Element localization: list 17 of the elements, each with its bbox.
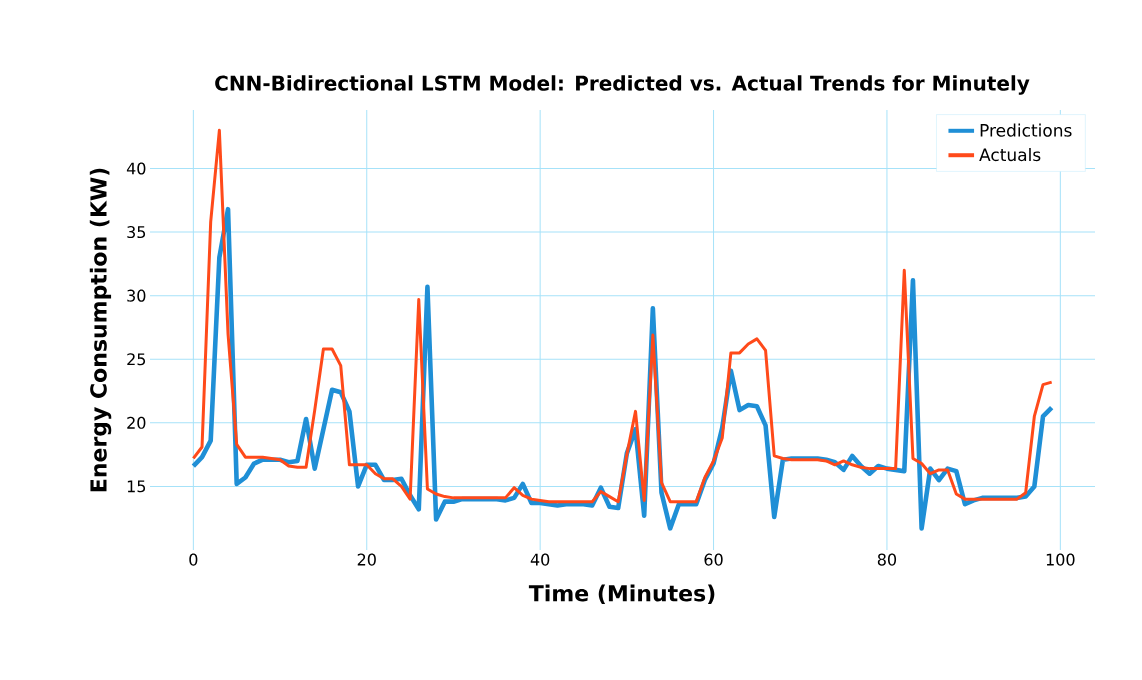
x-tick-label: 100 <box>1046 553 1075 566</box>
x-axis-title: Time (Minutes) <box>528 584 715 605</box>
legend-label: Predictions <box>980 123 1072 137</box>
y-tick-label: 20 <box>127 416 146 429</box>
x-tick-label: 40 <box>530 553 550 566</box>
y-tick-label: 25 <box>127 353 146 366</box>
y-tick-label: 30 <box>127 289 146 302</box>
chart-title: CNN-Bidirectional LSTM Model: Predicted vs. Actual Trends for Minutely <box>215 75 1030 95</box>
x-tick-label: 60 <box>704 553 723 566</box>
legend-label: Actuals <box>979 148 1041 162</box>
x-tick-label: 0 <box>189 553 198 566</box>
x-tick-label: 20 <box>357 553 376 566</box>
y-tick-label: 15 <box>127 480 146 493</box>
y-tick-label: 40 <box>126 162 146 175</box>
x-tick-label: 80 <box>877 553 897 566</box>
y-axis-title: Energy Consumption (KW) <box>89 168 112 492</box>
y-tick-label: 35 <box>127 226 146 239</box>
